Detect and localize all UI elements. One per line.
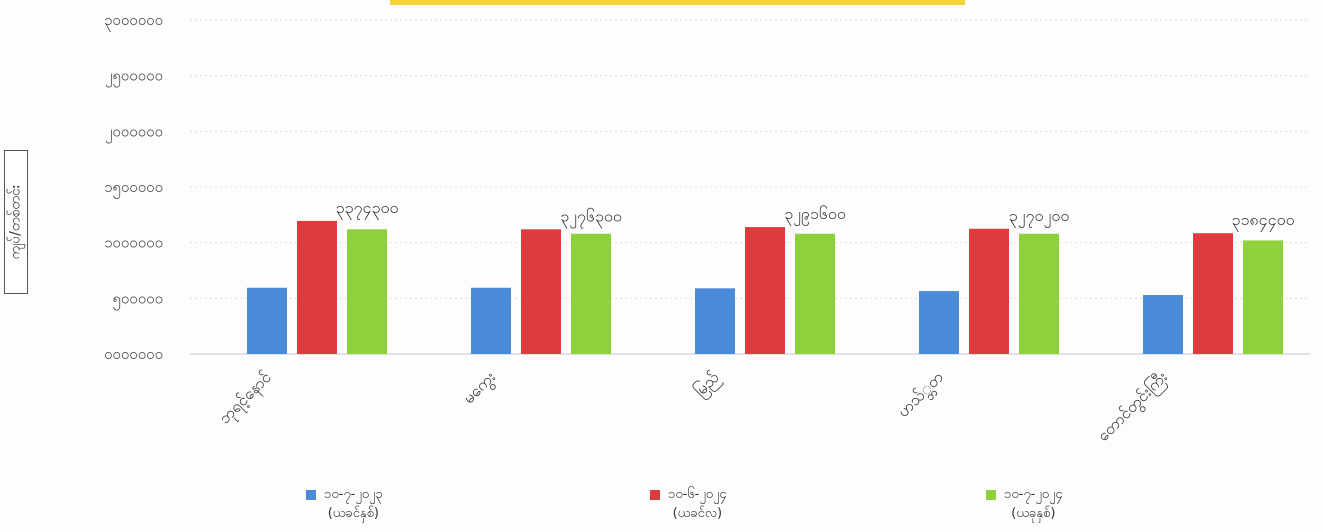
bar [1243,240,1283,354]
bar [1019,233,1059,354]
data-label: ၃၂၇၀၂၀၀ [1009,206,1070,228]
bar [695,288,735,354]
legend-label: ၁၀-၇-၂၀၂၃ [324,487,383,502]
data-label: ၃၂၉၁၆၀၀ [784,204,846,226]
bar [471,287,511,354]
x-tick-label: မြည် [690,367,725,402]
legend-item-this-year: ၁၀-၇-၂၀၂၄ (ယခုနှစ်) [986,485,1063,523]
y-tick-label: ၀၀၀၀၀၀၀ [104,345,163,363]
legend-sublabel: (ယခင်လ) [672,506,723,521]
bar [1193,233,1233,354]
legend-sublabel: (ယခုနှစ်) [1011,506,1056,521]
legend-sublabel: (ယခင်နှစ်) [327,506,380,521]
bar [745,227,785,354]
legend-item-previous-year: ၁၀-၇-၂၀၂၃ (ယခင်နှစ်) [306,485,383,523]
data-label: ၃၂၇၆၃၀၀ [560,206,622,228]
y-axis-title: ကျပ်/တစ်တင်း [7,184,24,260]
x-tick-label: ဟသ်္ဘတ [893,367,949,423]
x-tick-label: တောင်တွင်းကြီး [1093,367,1173,447]
y-tick-label: ၅၀၀၀၀၀ [112,289,163,310]
y-tick-label: ၂၀၀၀၀၀၀ [105,122,163,143]
bar [795,233,835,354]
x-tick-label: မကွေး [459,367,501,409]
bar [521,229,561,354]
bar [347,229,387,354]
bar [969,228,1009,354]
x-axis-labels: ဘုရင့်နောင် မကွေး မြည် ဟသ်္ဘတ တောင်တွင်းကြီး [215,367,1173,447]
legend-swatch-green [986,490,996,500]
data-label: ၃၁၈၄၄၀၀ [1231,210,1294,232]
legend-label: ၁၀-၇-၂၀၂၄ [1004,487,1063,502]
y-tick-label: ၂၅၀၀၀၀၀ [105,67,163,88]
y-axis-ticks: ၀၀၀၀၀၀၀ ၅၀၀၀၀၀ ၁၀၀၀၀၀၀ ၁၅၀၀၀၀၀ ၂၀၀၀၀၀၀ ၂၅၀၀၀၀… [104,11,163,363]
y-axis-title-box: ကျပ်/တစ်တင်း [4,150,28,294]
bar [571,233,611,354]
legend-item-previous-month: ၁၀-၆-၂၀၂၄ (ယခင်လ) [650,485,727,523]
legend-swatch-blue [306,490,316,500]
bar [297,220,337,354]
bar [919,291,959,354]
y-tick-label: ၃၀၀၀၀၀၀ [104,11,163,32]
y-tick-label: ၁၀၀၀၀၀၀ [104,234,163,252]
x-tick-label: ဘုရင့်နောင် [215,367,277,429]
legend-swatch-red [650,490,660,500]
bars [247,220,1283,354]
bar [247,287,287,354]
data-labels: ၃၃၇၄၃၀၀ ၃၂၇၆၃၀၀ ၃၂၉၁၆၀၀ ၃၂၇၀၂၀၀ ၃၁၈၄၄၀၀ [336,198,1295,232]
legend-label: ၁၀-၆-၂၀၂၄ [668,487,727,502]
y-tick-label: ၁၅၀၀၀၀၀ [104,178,163,199]
title-strip [390,0,965,5]
data-label: ၃၃၇၄၃၀၀ [336,198,399,220]
bar [1143,294,1183,354]
